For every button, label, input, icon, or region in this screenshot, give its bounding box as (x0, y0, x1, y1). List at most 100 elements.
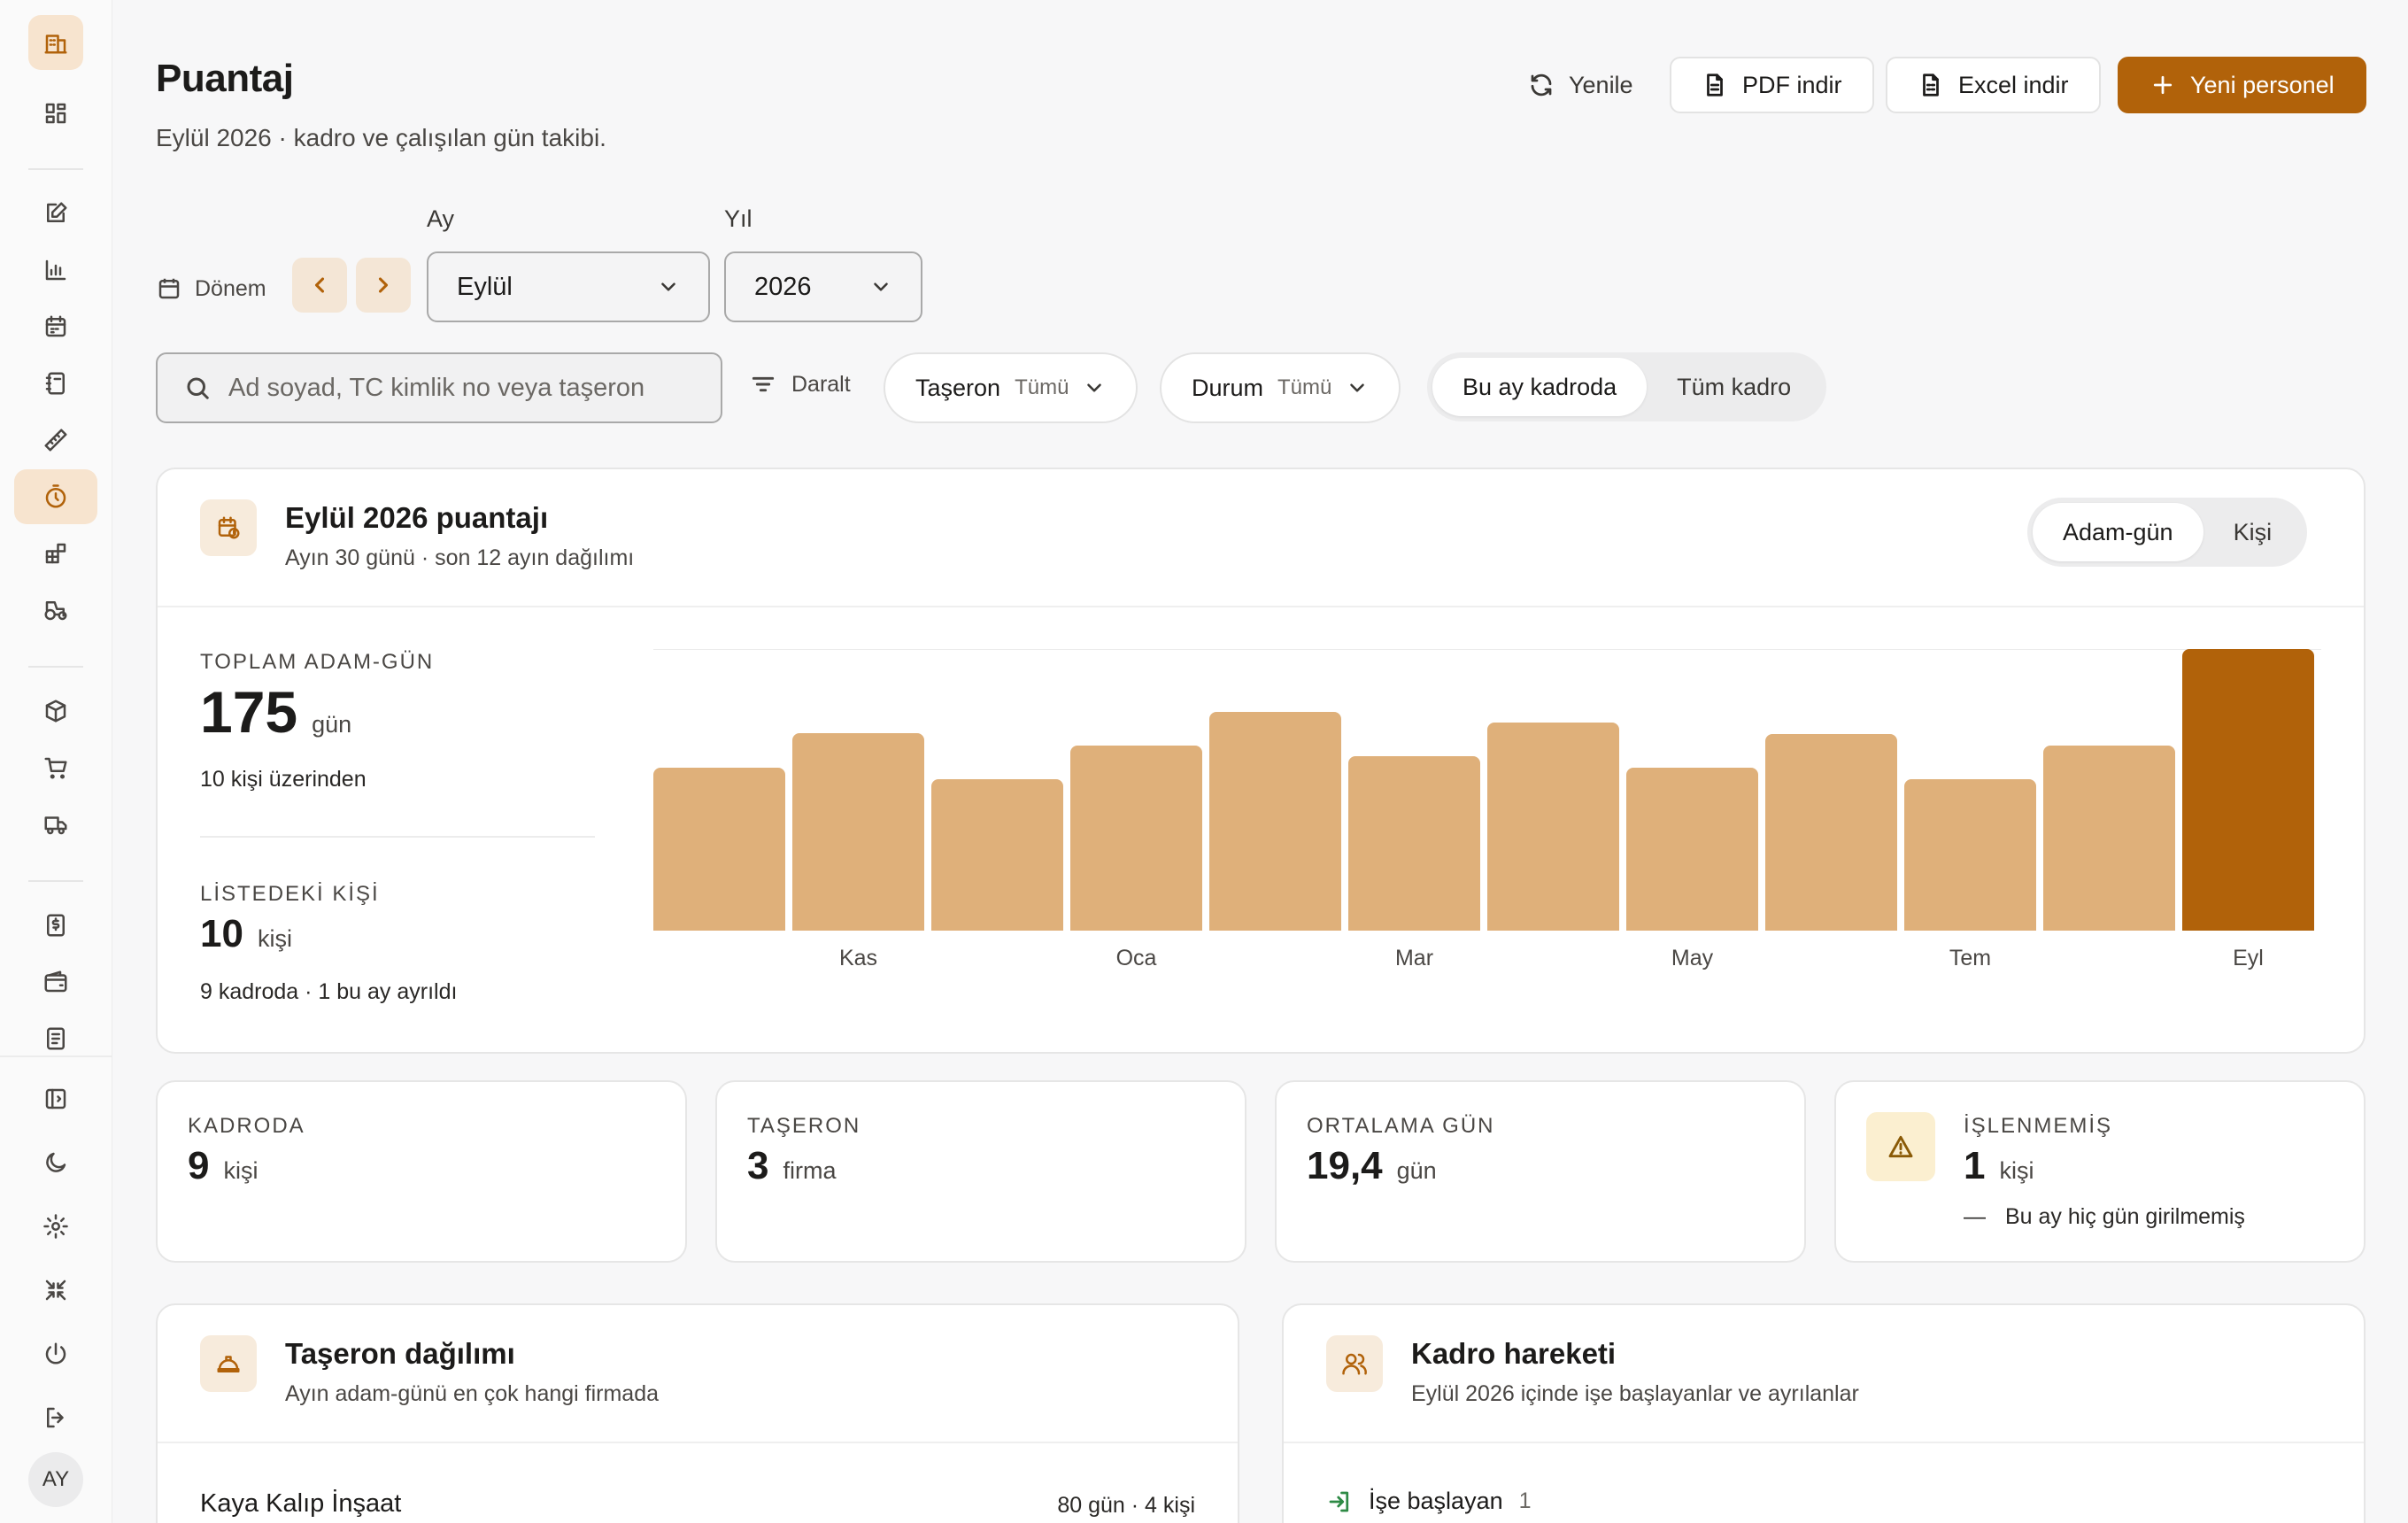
chevron-down-icon (1350, 383, 1365, 392)
chart-bar-Kas[interactable] (792, 732, 924, 931)
subcontractor-distribution-card: Taşeron dağılımı Ayın adam-günü en çok h… (156, 1303, 1239, 1523)
chart-bar-Ara[interactable] (931, 778, 1063, 931)
people-count-value: 10 (200, 912, 243, 955)
page-title: Puantaj (156, 57, 294, 100)
kpi-staff-caption: KADRODA (188, 1114, 305, 1138)
calendar-grid-icon[interactable] (28, 299, 83, 354)
kpi-subcontractor-value: 3 (747, 1144, 769, 1187)
people-count-unit: kişi (257, 925, 292, 952)
subcontractor-row-summary: 80 gün · 4 kişi (1057, 1493, 1195, 1518)
panel-toggle-icon[interactable] (28, 1071, 83, 1126)
tractor-icon[interactable] (28, 583, 83, 638)
avatar[interactable]: AY (28, 1452, 83, 1507)
invoice-dollar-icon[interactable] (28, 898, 83, 953)
truck-icon[interactable] (28, 797, 83, 852)
kpi-unprocessed-note: Bu ay hiç gün girilmemiş (2005, 1204, 2245, 1229)
package-icon[interactable] (28, 684, 83, 738)
spreadsheet-icon (1923, 73, 1939, 97)
chart-tick-label: Oca (1115, 946, 1157, 970)
kpi-unprocessed-value-group: 1 kişi (1964, 1144, 2034, 1188)
kpi-unprocessed-caption: İŞLENMEMİŞ (1964, 1114, 2113, 1138)
total-man-days-note: 10 kişi üzerinden (200, 767, 367, 792)
next-month-button[interactable] (356, 258, 411, 313)
refresh-button[interactable]: Yenile (1496, 57, 1665, 113)
metric-option-man-days[interactable]: Adam-gün (2033, 503, 2203, 561)
blocks-icon[interactable] (28, 526, 83, 581)
moon-icon[interactable] (28, 1135, 83, 1190)
total-man-days-caption: TOPLAM ADAM-GÜN (200, 650, 435, 674)
calendar-icon (158, 278, 180, 299)
search-input[interactable]: Ad soyad, TC kimlik no veya taşeron (156, 352, 722, 423)
dashboard-icon[interactable] (28, 86, 83, 141)
period-label-text: Dönem (195, 275, 266, 301)
kpi-card-unprocessed: İŞLENMEMİŞ 1 kişi — Bu ay hiç gün girilm… (1834, 1080, 2366, 1263)
status-filter-value: Tümü (1277, 375, 1332, 399)
people-caption: LİSTEDEKİ KİŞİ (200, 882, 380, 906)
new-staff-button[interactable]: Yeni personel (2118, 57, 2366, 113)
previous-month-button[interactable] (292, 258, 347, 313)
scope-option-this-month[interactable]: Bu ay kadroda (1432, 358, 1648, 416)
month-label: Ay (427, 205, 455, 232)
chart-bar-Tem[interactable] (1904, 778, 2036, 931)
building-icon[interactable] (28, 15, 83, 70)
year-label: Yıl (724, 205, 752, 232)
status-filter[interactable]: Durum Tümü (1160, 352, 1401, 423)
timer-icon[interactable] (14, 469, 97, 524)
subcontractor-filter-value: Tümü (1015, 375, 1069, 399)
excel-download-button[interactable]: Excel indir (1886, 57, 2101, 113)
kpi-unprocessed-note-row: — Bu ay hiç gün girilmemiş (1964, 1204, 2245, 1230)
chart-bar-Şub[interactable] (1209, 712, 1341, 931)
chart-bar-Mar[interactable] (1348, 755, 1480, 931)
people-note: 9 kadroda · 1 bu ay ayrıldı (200, 979, 458, 1004)
collapse-icon[interactable] (28, 1263, 83, 1318)
users-icon (1326, 1335, 1383, 1392)
subcontractor-row-name: Kaya Kalıp İnşaat (200, 1489, 402, 1518)
notebook-icon[interactable] (28, 356, 83, 411)
kpi-staff-value: 9 (188, 1144, 210, 1187)
cart-icon[interactable] (28, 740, 83, 795)
kpi-staff-unit: kişi (223, 1157, 259, 1184)
kpi-unprocessed-dash: — (1964, 1204, 1986, 1229)
month-select[interactable]: Eylül (427, 251, 710, 322)
metric-toggle: Adam-gün Kişi (2027, 498, 2308, 567)
narrow-label: Daralt (791, 371, 851, 397)
gear-icon[interactable] (28, 1199, 83, 1254)
chart-bar-Ağu[interactable] (2043, 746, 2175, 931)
edit-icon[interactable] (28, 186, 83, 241)
subcontractor-card-divider (158, 1442, 1238, 1443)
year-select[interactable]: 2026 (724, 251, 922, 322)
chart-bar-Nis[interactable] (1487, 723, 1619, 931)
chart-tick-label: Tem (1949, 946, 1992, 970)
kpi-subcontractor-value-group: 3 firma (747, 1144, 836, 1188)
bar-chart-icon[interactable] (28, 243, 83, 298)
narrow-button[interactable]: Daralt (749, 370, 851, 398)
metric-option-people[interactable]: Kişi (2233, 518, 2273, 545)
started-count: 1 (1518, 1488, 1532, 1513)
kpi-average-caption: ORTALAMA GÜN (1307, 1114, 1495, 1138)
kpi-card-subcontractor: TAŞERON 3 firma (715, 1080, 1246, 1263)
subcontractor-filter[interactable]: Taşeron Tümü (884, 352, 1138, 423)
chart-bar-Oca[interactable] (1070, 746, 1202, 931)
chevron-down-icon (1087, 383, 1102, 392)
started-row: İşe başlayan 1 (1326, 1488, 1532, 1515)
logout-icon[interactable] (28, 1390, 83, 1445)
power-icon[interactable] (28, 1326, 83, 1381)
wallet-icon[interactable] (28, 955, 83, 1009)
chart-bar-Eki[interactable] (653, 767, 785, 931)
document-icon[interactable] (28, 1011, 83, 1066)
chevron-right-icon (378, 277, 389, 293)
subcontractor-card-subtitle: Ayın adam-günü en çok hangi firmada (285, 1381, 660, 1406)
movement-card-divider (1284, 1442, 2364, 1443)
search-placeholder: Ad soyad, TC kimlik no veya taşeron (228, 373, 645, 402)
scope-option-all-staff[interactable]: Tüm kadro (1677, 373, 1792, 400)
pdf-download-button[interactable]: PDF indir (1670, 57, 1874, 113)
pdf-download-label: PDF indir (1742, 71, 1842, 98)
sidebar-footer-divider (0, 1055, 112, 1057)
summary-card-title: Eylül 2026 puantajı (285, 501, 549, 534)
ruler-icon[interactable] (28, 413, 83, 468)
chart-bar-Haz[interactable] (1765, 734, 1897, 931)
total-man-days-value: 175 (200, 679, 298, 745)
chart-bar-Eyl[interactable] (2182, 649, 2314, 931)
new-staff-label: Yeni personel (2190, 71, 2335, 98)
chart-bar-May[interactable] (1626, 767, 1758, 931)
